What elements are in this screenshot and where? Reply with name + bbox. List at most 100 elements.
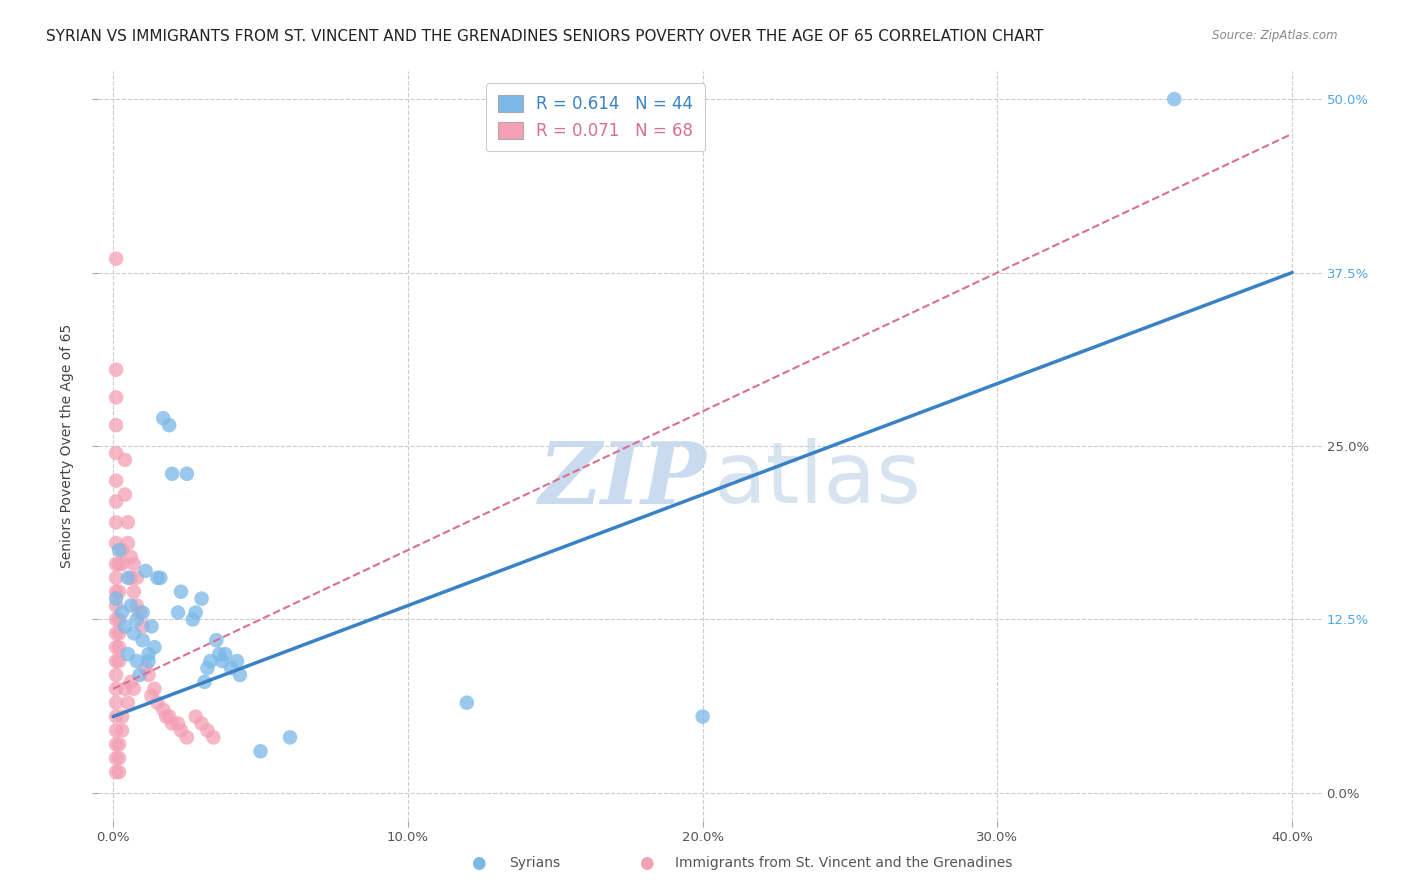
Point [141, 689, 163, 703]
Point [184, 709, 207, 723]
Point [105, 362, 128, 376]
Point [108, 557, 131, 571]
Point [125, 612, 148, 626]
Point [105, 494, 128, 508]
Text: Source: ZipAtlas.com: Source: ZipAtlas.com [1212, 29, 1337, 42]
Point [167, 716, 190, 731]
Point [117, 647, 139, 661]
Point [149, 571, 172, 585]
Point [105, 696, 128, 710]
Point [226, 654, 249, 668]
Point [176, 731, 198, 745]
Point [181, 612, 204, 626]
Point [197, 661, 219, 675]
Point [120, 571, 142, 585]
Point [141, 619, 163, 633]
Point [105, 599, 128, 613]
Point [138, 647, 160, 661]
Point [108, 626, 131, 640]
Point [152, 703, 174, 717]
Point [125, 599, 148, 613]
Text: Immigrants from St. Vincent and the Grenadines: Immigrants from St. Vincent and the Gren… [675, 856, 1012, 871]
Point [105, 516, 128, 530]
Point [105, 723, 128, 738]
Point [105, 418, 128, 433]
Point [122, 626, 145, 640]
Point [122, 557, 145, 571]
Point [105, 668, 128, 682]
Point [117, 696, 139, 710]
Y-axis label: Seniors Poverty Over the Age of 65: Seniors Poverty Over the Age of 65 [60, 324, 75, 568]
Text: Syrians: Syrians [509, 856, 560, 871]
Point [108, 765, 131, 780]
Point [105, 612, 128, 626]
Point [122, 584, 145, 599]
Point [229, 668, 252, 682]
Point [249, 744, 271, 758]
Point [105, 584, 128, 599]
Point [1163, 92, 1185, 106]
Point [176, 467, 198, 481]
Point [138, 654, 160, 668]
Point [108, 640, 131, 655]
Point [111, 723, 134, 738]
Point [105, 640, 128, 655]
Point [114, 619, 136, 633]
Point [125, 571, 148, 585]
Point [197, 723, 219, 738]
Point [105, 474, 128, 488]
Point [143, 681, 166, 696]
Point [117, 516, 139, 530]
Point [200, 654, 222, 668]
Point [193, 674, 215, 689]
Point [214, 647, 236, 661]
Point [692, 709, 714, 723]
Point [105, 571, 128, 585]
Point [105, 709, 128, 723]
Point [135, 564, 157, 578]
Point [128, 606, 150, 620]
Point [146, 696, 169, 710]
Point [105, 446, 128, 460]
Point [111, 543, 134, 558]
Point [111, 709, 134, 723]
Text: ●: ● [640, 855, 654, 872]
Point [160, 716, 183, 731]
Point [108, 612, 131, 626]
Point [111, 557, 134, 571]
Text: ZIP: ZIP [538, 438, 706, 522]
Point [120, 599, 142, 613]
Point [108, 543, 131, 558]
Point [105, 681, 128, 696]
Point [105, 737, 128, 751]
Point [152, 411, 174, 425]
Point [108, 737, 131, 751]
Point [190, 716, 212, 731]
Point [108, 751, 131, 765]
Point [108, 654, 131, 668]
Point [131, 619, 153, 633]
Point [143, 640, 166, 655]
Point [122, 681, 145, 696]
Point [208, 647, 231, 661]
Point [120, 549, 142, 564]
Point [219, 661, 242, 675]
Point [205, 633, 228, 648]
Text: ●: ● [471, 855, 485, 872]
Point [190, 591, 212, 606]
Point [131, 633, 153, 648]
Point [105, 252, 128, 266]
Point [146, 571, 169, 585]
Point [125, 654, 148, 668]
Point [157, 709, 180, 723]
Point [105, 765, 128, 780]
Point [117, 571, 139, 585]
Point [120, 674, 142, 689]
Point [114, 453, 136, 467]
Point [105, 626, 128, 640]
Point [114, 681, 136, 696]
Point [184, 606, 207, 620]
Point [135, 661, 157, 675]
Legend: R = 0.614   N = 44, R = 0.071   N = 68: R = 0.614 N = 44, R = 0.071 N = 68 [486, 84, 704, 152]
Point [138, 668, 160, 682]
